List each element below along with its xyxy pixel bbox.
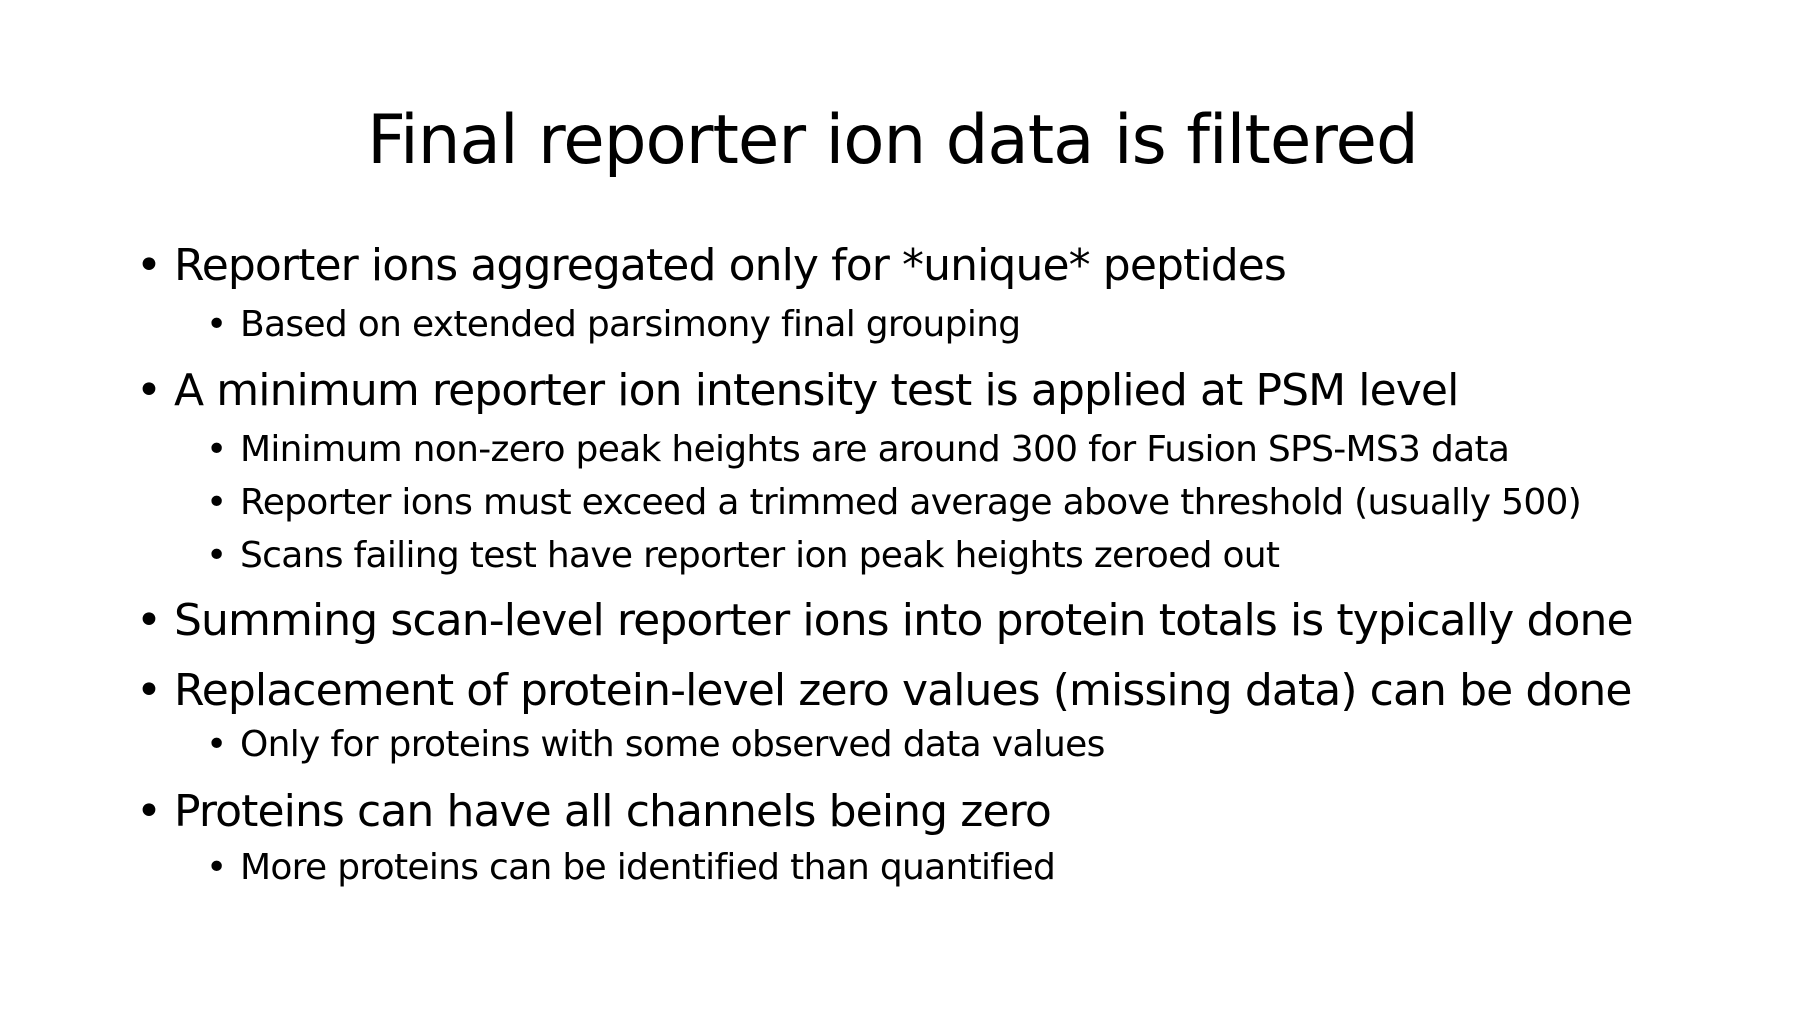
sub-bullet-text: Based on extended parsimony final groupi… bbox=[240, 304, 1021, 345]
sub-bullet-marker: • bbox=[206, 724, 227, 765]
sub-bullet-marker: • bbox=[206, 482, 227, 523]
sub-bullet-text: Only for proteins with some observed dat… bbox=[240, 724, 1105, 765]
sub-bullet-marker: • bbox=[206, 535, 227, 576]
sub-bullet-text: More proteins can be identified than qua… bbox=[240, 847, 1056, 888]
bullet-marker: • bbox=[136, 365, 162, 416]
bullet-text: Proteins can have all channels being zer… bbox=[174, 786, 1052, 837]
sub-bullet-text: Reporter ions must exceed a trimmed aver… bbox=[240, 482, 1582, 523]
bullet-marker: • bbox=[136, 665, 162, 716]
sub-bullet-text: Scans failing test have reporter ion pea… bbox=[240, 535, 1280, 576]
sub-bullet-marker: • bbox=[206, 847, 227, 888]
sub-bullet-text: Minimum non-zero peak heights are around… bbox=[240, 429, 1510, 470]
bullet-text: Summing scan-level reporter ions into pr… bbox=[174, 595, 1634, 646]
bullet-marker: • bbox=[136, 786, 162, 837]
bullet-marker: • bbox=[136, 595, 162, 646]
bullet-text: A minimum reporter ion intensity test is… bbox=[174, 365, 1459, 416]
sub-bullet-marker: • bbox=[206, 304, 227, 345]
slide-title: Final reporter ion data is filtered bbox=[367, 101, 1419, 180]
bullet-text: Replacement of protein-level zero values… bbox=[174, 665, 1632, 716]
sub-bullet-marker: • bbox=[206, 429, 227, 470]
bullet-text: Reporter ions aggregated only for *uniqu… bbox=[174, 240, 1287, 291]
bullet-marker: • bbox=[136, 240, 162, 291]
